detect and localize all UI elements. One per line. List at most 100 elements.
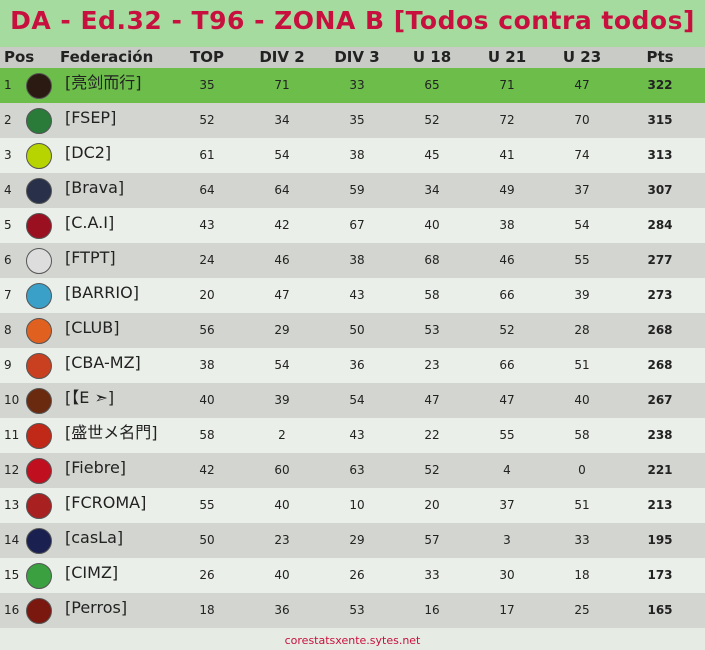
team-logo xyxy=(26,318,52,344)
score: 23 xyxy=(274,533,290,547)
column-header: U 21 xyxy=(487,48,527,66)
federation-name: [CBA-MZ] xyxy=(65,353,141,372)
score: 40 xyxy=(199,393,215,407)
score: 45 xyxy=(424,148,440,162)
score: 36 xyxy=(274,603,290,617)
score: 56 xyxy=(199,323,215,337)
score: 30 xyxy=(499,568,515,582)
score: 20 xyxy=(424,498,440,512)
federation-name: [BARRIO] xyxy=(65,283,139,302)
federation-name: [盛世メ名門] xyxy=(65,423,158,442)
score: 54 xyxy=(274,148,290,162)
score: 58 xyxy=(424,288,440,302)
score: 58 xyxy=(574,428,590,442)
score: 47 xyxy=(424,393,440,407)
score: 54 xyxy=(274,358,290,372)
score: 28 xyxy=(574,323,590,337)
score: 55 xyxy=(574,253,590,267)
score: 38 xyxy=(349,253,365,267)
team-logo xyxy=(26,598,52,624)
points: 307 xyxy=(647,183,673,197)
score: 63 xyxy=(349,463,365,477)
position: 3 xyxy=(4,148,12,162)
score: 58 xyxy=(199,428,215,442)
table-row: 4 [Brava] 64 64 59 34 49 37 307 xyxy=(0,173,705,208)
score: 37 xyxy=(574,183,590,197)
table-row: 11 [盛世メ名門] 58 2 43 22 55 58 238 xyxy=(0,418,705,453)
score: 37 xyxy=(499,498,515,512)
federation-name: [CIMZ] xyxy=(65,563,119,582)
score: 74 xyxy=(574,148,590,162)
score: 55 xyxy=(499,428,515,442)
score: 59 xyxy=(349,183,365,197)
position: 12 xyxy=(4,463,20,477)
table-row: 5 [C.A.I] 43 42 67 40 38 54 284 xyxy=(0,208,705,243)
score: 68 xyxy=(424,253,440,267)
score: 50 xyxy=(349,323,365,337)
team-logo xyxy=(26,73,52,99)
federation-name: [Perros] xyxy=(65,598,128,617)
federation-name: [FSEP] xyxy=(65,108,117,127)
score: 33 xyxy=(574,533,590,547)
points: 277 xyxy=(647,253,673,267)
table-row: 7 [BARRIO] 20 47 43 58 66 39 273 xyxy=(0,278,705,313)
position: 15 xyxy=(4,568,20,582)
team-logo xyxy=(26,563,52,589)
position: 9 xyxy=(4,358,12,372)
federation-name: [FTPT] xyxy=(65,248,116,267)
score: 35 xyxy=(199,78,215,92)
position: 5 xyxy=(4,218,12,232)
header-row: Pos Federación TOP DIV 2 DIV 3 U 18 U 21 U 23 Pt… xyxy=(0,47,705,68)
team-logo xyxy=(26,388,52,414)
score: 29 xyxy=(349,533,365,547)
team-logo xyxy=(26,528,52,554)
score: 66 xyxy=(499,288,515,302)
column-header: Federación xyxy=(60,48,154,66)
table-row: 9 [CBA-MZ] 38 54 36 23 66 51 268 xyxy=(0,348,705,383)
title: DA - Ed.32 - T96 - ZONA B [Todos contra … xyxy=(10,6,695,35)
score: 52 xyxy=(424,113,440,127)
table-row: 8 [CLUB] 56 29 50 53 52 28 268 xyxy=(0,313,705,348)
position: 14 xyxy=(4,533,20,547)
federation-name: [CLUB] xyxy=(65,318,120,337)
federation-name: [Fiebre] xyxy=(65,458,127,477)
score: 18 xyxy=(199,603,215,617)
points: 284 xyxy=(647,218,673,232)
score: 39 xyxy=(274,393,290,407)
score: 26 xyxy=(199,568,215,582)
score: 64 xyxy=(199,183,215,197)
score: 29 xyxy=(274,323,290,337)
score: 40 xyxy=(424,218,440,232)
score: 35 xyxy=(349,113,365,127)
points: 238 xyxy=(647,428,673,442)
column-header: U 18 xyxy=(412,48,452,66)
score: 4 xyxy=(503,463,511,477)
score: 46 xyxy=(274,253,290,267)
table-row: 14 [casLa] 50 23 29 57 3 33 195 xyxy=(0,523,705,558)
score: 40 xyxy=(274,568,290,582)
position: 13 xyxy=(4,498,20,512)
points: 165 xyxy=(647,603,673,617)
score: 22 xyxy=(424,428,440,442)
score: 26 xyxy=(349,568,365,582)
federation-name: [casLa] xyxy=(65,528,124,547)
points: 173 xyxy=(647,568,673,582)
score: 61 xyxy=(199,148,215,162)
team-logo xyxy=(26,423,52,449)
position: 2 xyxy=(4,113,12,127)
team-logo xyxy=(26,283,52,309)
table-row: 10 [【E ➣] 40 39 54 47 47 40 267 xyxy=(0,383,705,418)
points: 268 xyxy=(647,323,673,337)
column-header: U 23 xyxy=(562,48,602,66)
score: 71 xyxy=(274,78,290,92)
score: 52 xyxy=(199,113,215,127)
score: 60 xyxy=(274,463,290,477)
points: 315 xyxy=(647,113,673,127)
score: 43 xyxy=(349,288,365,302)
score: 0 xyxy=(578,463,586,477)
team-logo xyxy=(26,178,52,204)
score: 25 xyxy=(574,603,590,617)
score: 55 xyxy=(199,498,215,512)
score: 43 xyxy=(199,218,215,232)
